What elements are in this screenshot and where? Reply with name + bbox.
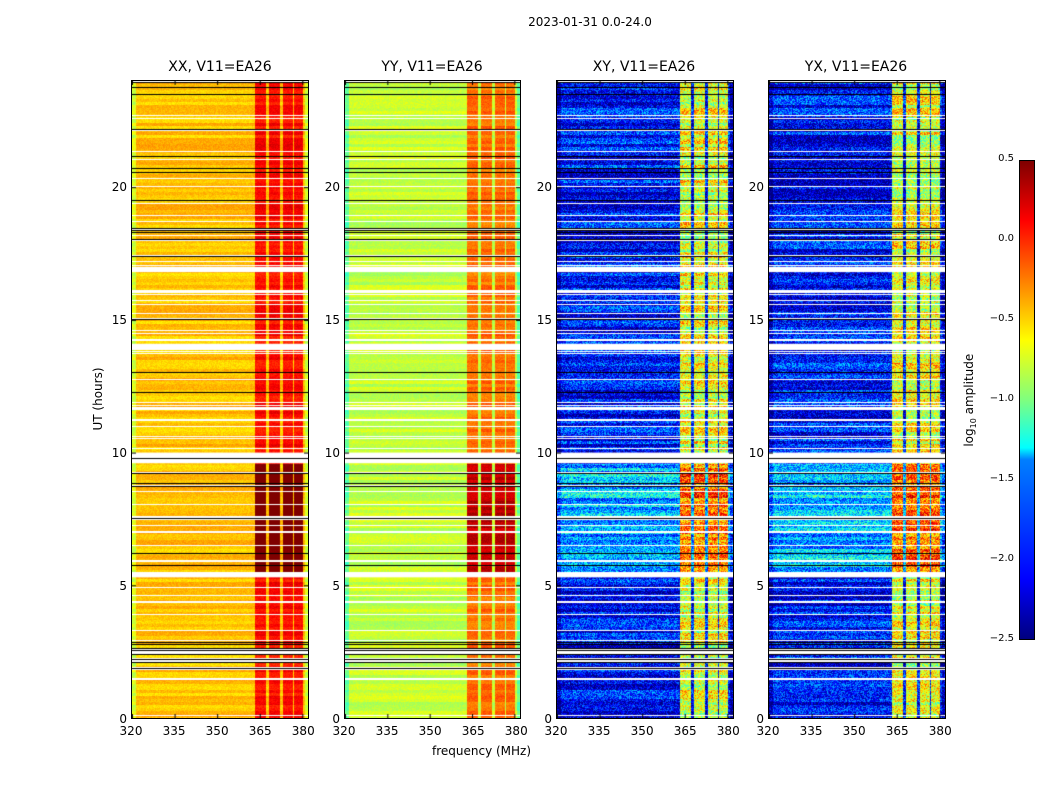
colorbar	[1019, 160, 1035, 640]
y-tick-label: 0	[119, 712, 127, 726]
x-tick-label: 350	[418, 724, 442, 738]
x-tick-label: 380	[291, 724, 315, 738]
panel-title-yy: YY, V11=EA26	[381, 59, 483, 75]
panel-title-xx: XX, V11=EA26	[168, 59, 272, 75]
y-tick-label: 15	[748, 312, 764, 327]
y-tick-label: 5	[756, 578, 764, 593]
heatmap-canvas-yy	[345, 81, 520, 718]
x-tick-label: 350	[205, 724, 229, 738]
heatmap-canvas-xy	[557, 81, 733, 718]
heatmap-panel-xx	[131, 80, 309, 719]
panel-title-yx: YX, V11=EA26	[804, 59, 908, 75]
heatmap-panel-yx	[768, 80, 946, 719]
colorbar-tick-label: −0.5	[989, 313, 1014, 324]
x-tick-label: 350	[842, 724, 866, 738]
y-tick-label: 10	[324, 445, 340, 460]
y-tick-label: 10	[111, 445, 127, 460]
colorbar-label: log10 amplitude	[961, 353, 979, 447]
colorbar-tick-label: −1.0	[989, 393, 1014, 404]
heatmap-panel-xy	[556, 80, 734, 719]
y-axis-label: UT (hours)	[91, 367, 105, 431]
x-axis-label: frequency (MHz)	[432, 744, 532, 758]
x-tick-label: 365	[673, 724, 697, 738]
y-tick-label: 20	[536, 179, 552, 194]
y-tick-label: 20	[748, 179, 764, 194]
x-tick-label: 335	[162, 724, 186, 738]
x-tick-label: 320	[332, 724, 356, 738]
x-tick-label: 380	[716, 724, 740, 738]
y-tick-label: 5	[544, 578, 552, 593]
y-tick-label: 0	[756, 712, 764, 726]
x-tick-label: 320	[119, 724, 143, 738]
x-tick-label: 320	[756, 724, 780, 738]
x-tick-label: 335	[587, 724, 611, 738]
y-tick-label: 5	[119, 578, 127, 593]
x-tick-label: 380	[928, 724, 952, 738]
y-tick-label: 10	[748, 445, 764, 460]
colorbar-tick-label: −2.5	[989, 633, 1014, 644]
y-tick-label: 0	[544, 712, 552, 726]
y-tick-label: 0	[332, 712, 340, 726]
colorbar-tick-label: 0.0	[998, 233, 1014, 244]
x-tick-label: 350	[630, 724, 654, 738]
x-tick-label: 320	[544, 724, 568, 738]
y-tick-label: 5	[332, 578, 340, 593]
heatmap-panel-yy	[344, 80, 521, 719]
x-tick-label: 365	[248, 724, 272, 738]
x-tick-label: 335	[375, 724, 399, 738]
x-tick-label: 365	[461, 724, 485, 738]
heatmap-canvas-yx	[769, 81, 945, 718]
heatmap-canvas-xx	[132, 81, 308, 718]
x-tick-label: 335	[799, 724, 823, 738]
y-tick-label: 15	[536, 312, 552, 327]
panel-title-xy: XY, V11=EA26	[592, 59, 696, 75]
y-tick-label: 15	[111, 312, 127, 327]
x-tick-label: 380	[504, 724, 528, 738]
colorbar-tick-label: −1.5	[989, 473, 1014, 484]
colorbar-tick-label: −2.0	[989, 553, 1014, 564]
y-tick-label: 20	[324, 179, 340, 194]
figure-title: 2023-01-31 0.0-24.0	[528, 15, 652, 29]
y-tick-label: 10	[536, 445, 552, 460]
y-tick-label: 15	[324, 312, 340, 327]
colorbar-tick-label: 0.5	[998, 153, 1014, 164]
x-tick-label: 365	[885, 724, 909, 738]
y-tick-label: 20	[111, 179, 127, 194]
